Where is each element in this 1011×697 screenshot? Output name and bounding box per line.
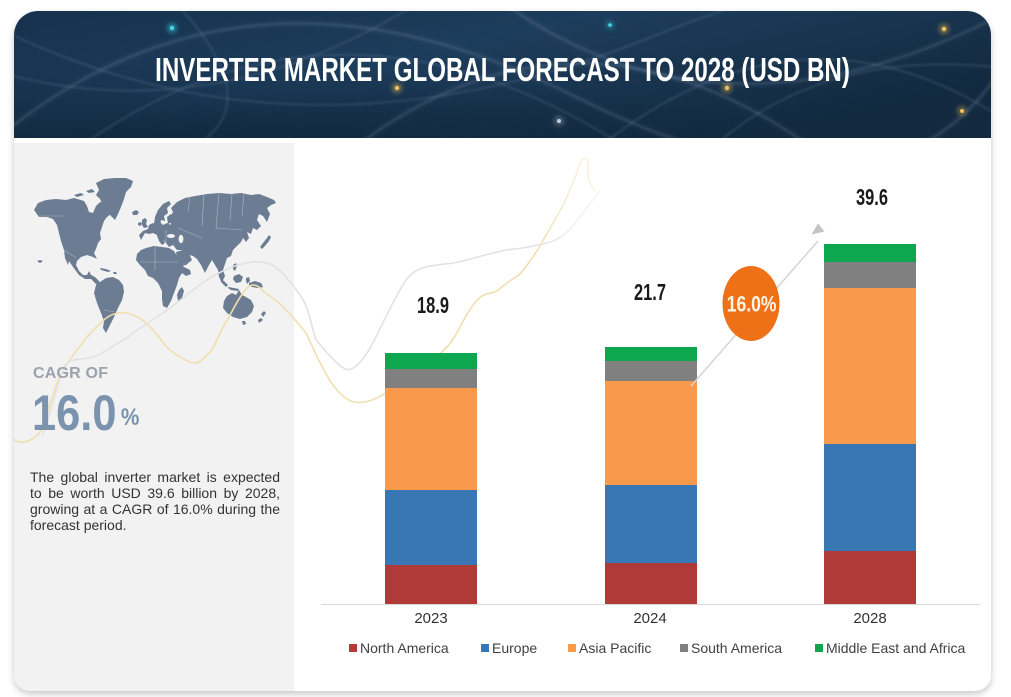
svg-text:16.0%: 16.0% (727, 293, 777, 318)
